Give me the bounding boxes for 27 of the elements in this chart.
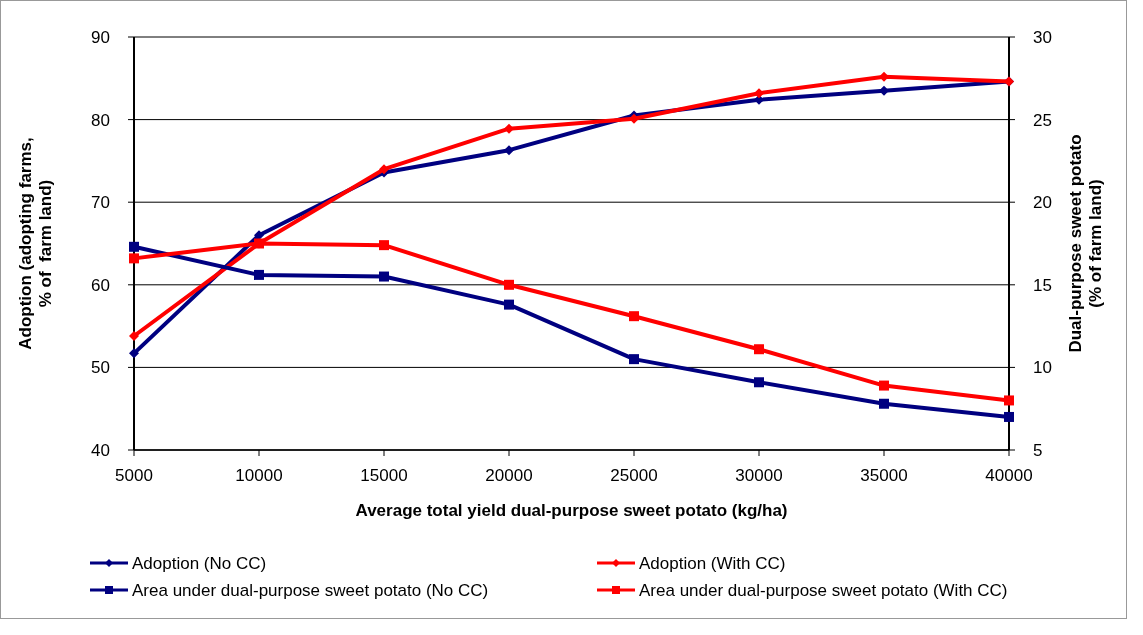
y-tick-label: 70: [91, 193, 110, 213]
y2-tick-label: 20: [1033, 193, 1052, 213]
legend-label: Adoption (No CC): [132, 554, 267, 573]
y2-tick-label: 25: [1033, 110, 1052, 130]
y2-tick-label: 15: [1033, 275, 1052, 295]
y-tick-label: 90: [91, 28, 110, 47]
y2-tick-label: 5: [1033, 441, 1043, 460]
y-axis-title: Adoption (adopting farms, % of farm land): [16, 137, 55, 350]
x-tick-label: 20000: [485, 466, 533, 485]
legend-label: Area under dual-purpose sweet potato (No CC): [132, 581, 489, 600]
x-tick-label: 5000: [115, 466, 153, 485]
y-tick-label: 80: [91, 110, 110, 130]
y-tick-label: 60: [91, 275, 110, 295]
y-tick-label: 50: [91, 358, 110, 378]
x-tick-label: 10000: [235, 466, 283, 485]
x-tick-label: 25000: [610, 466, 658, 485]
y2-axis-title: Dual-purpose sweet potato (% of farm land): [1066, 134, 1105, 353]
x-axis-title: Average total yield dual-purpose sweet potato (kg/ha): [355, 501, 788, 520]
x-tick-label: 30000: [735, 466, 783, 485]
x-tick-label: 15000: [360, 466, 408, 485]
x-tick-label: 35000: [860, 466, 908, 485]
y-tick-label: 40: [91, 441, 110, 460]
legend-label: Area under dual-purpose sweet potato (With CC): [639, 581, 1008, 600]
y2-tick-label: 10: [1033, 358, 1052, 378]
y2-tick-label: 30: [1033, 28, 1052, 47]
x-tick-label: 40000: [985, 466, 1033, 485]
legend-label: Adoption (With CC): [639, 554, 786, 573]
